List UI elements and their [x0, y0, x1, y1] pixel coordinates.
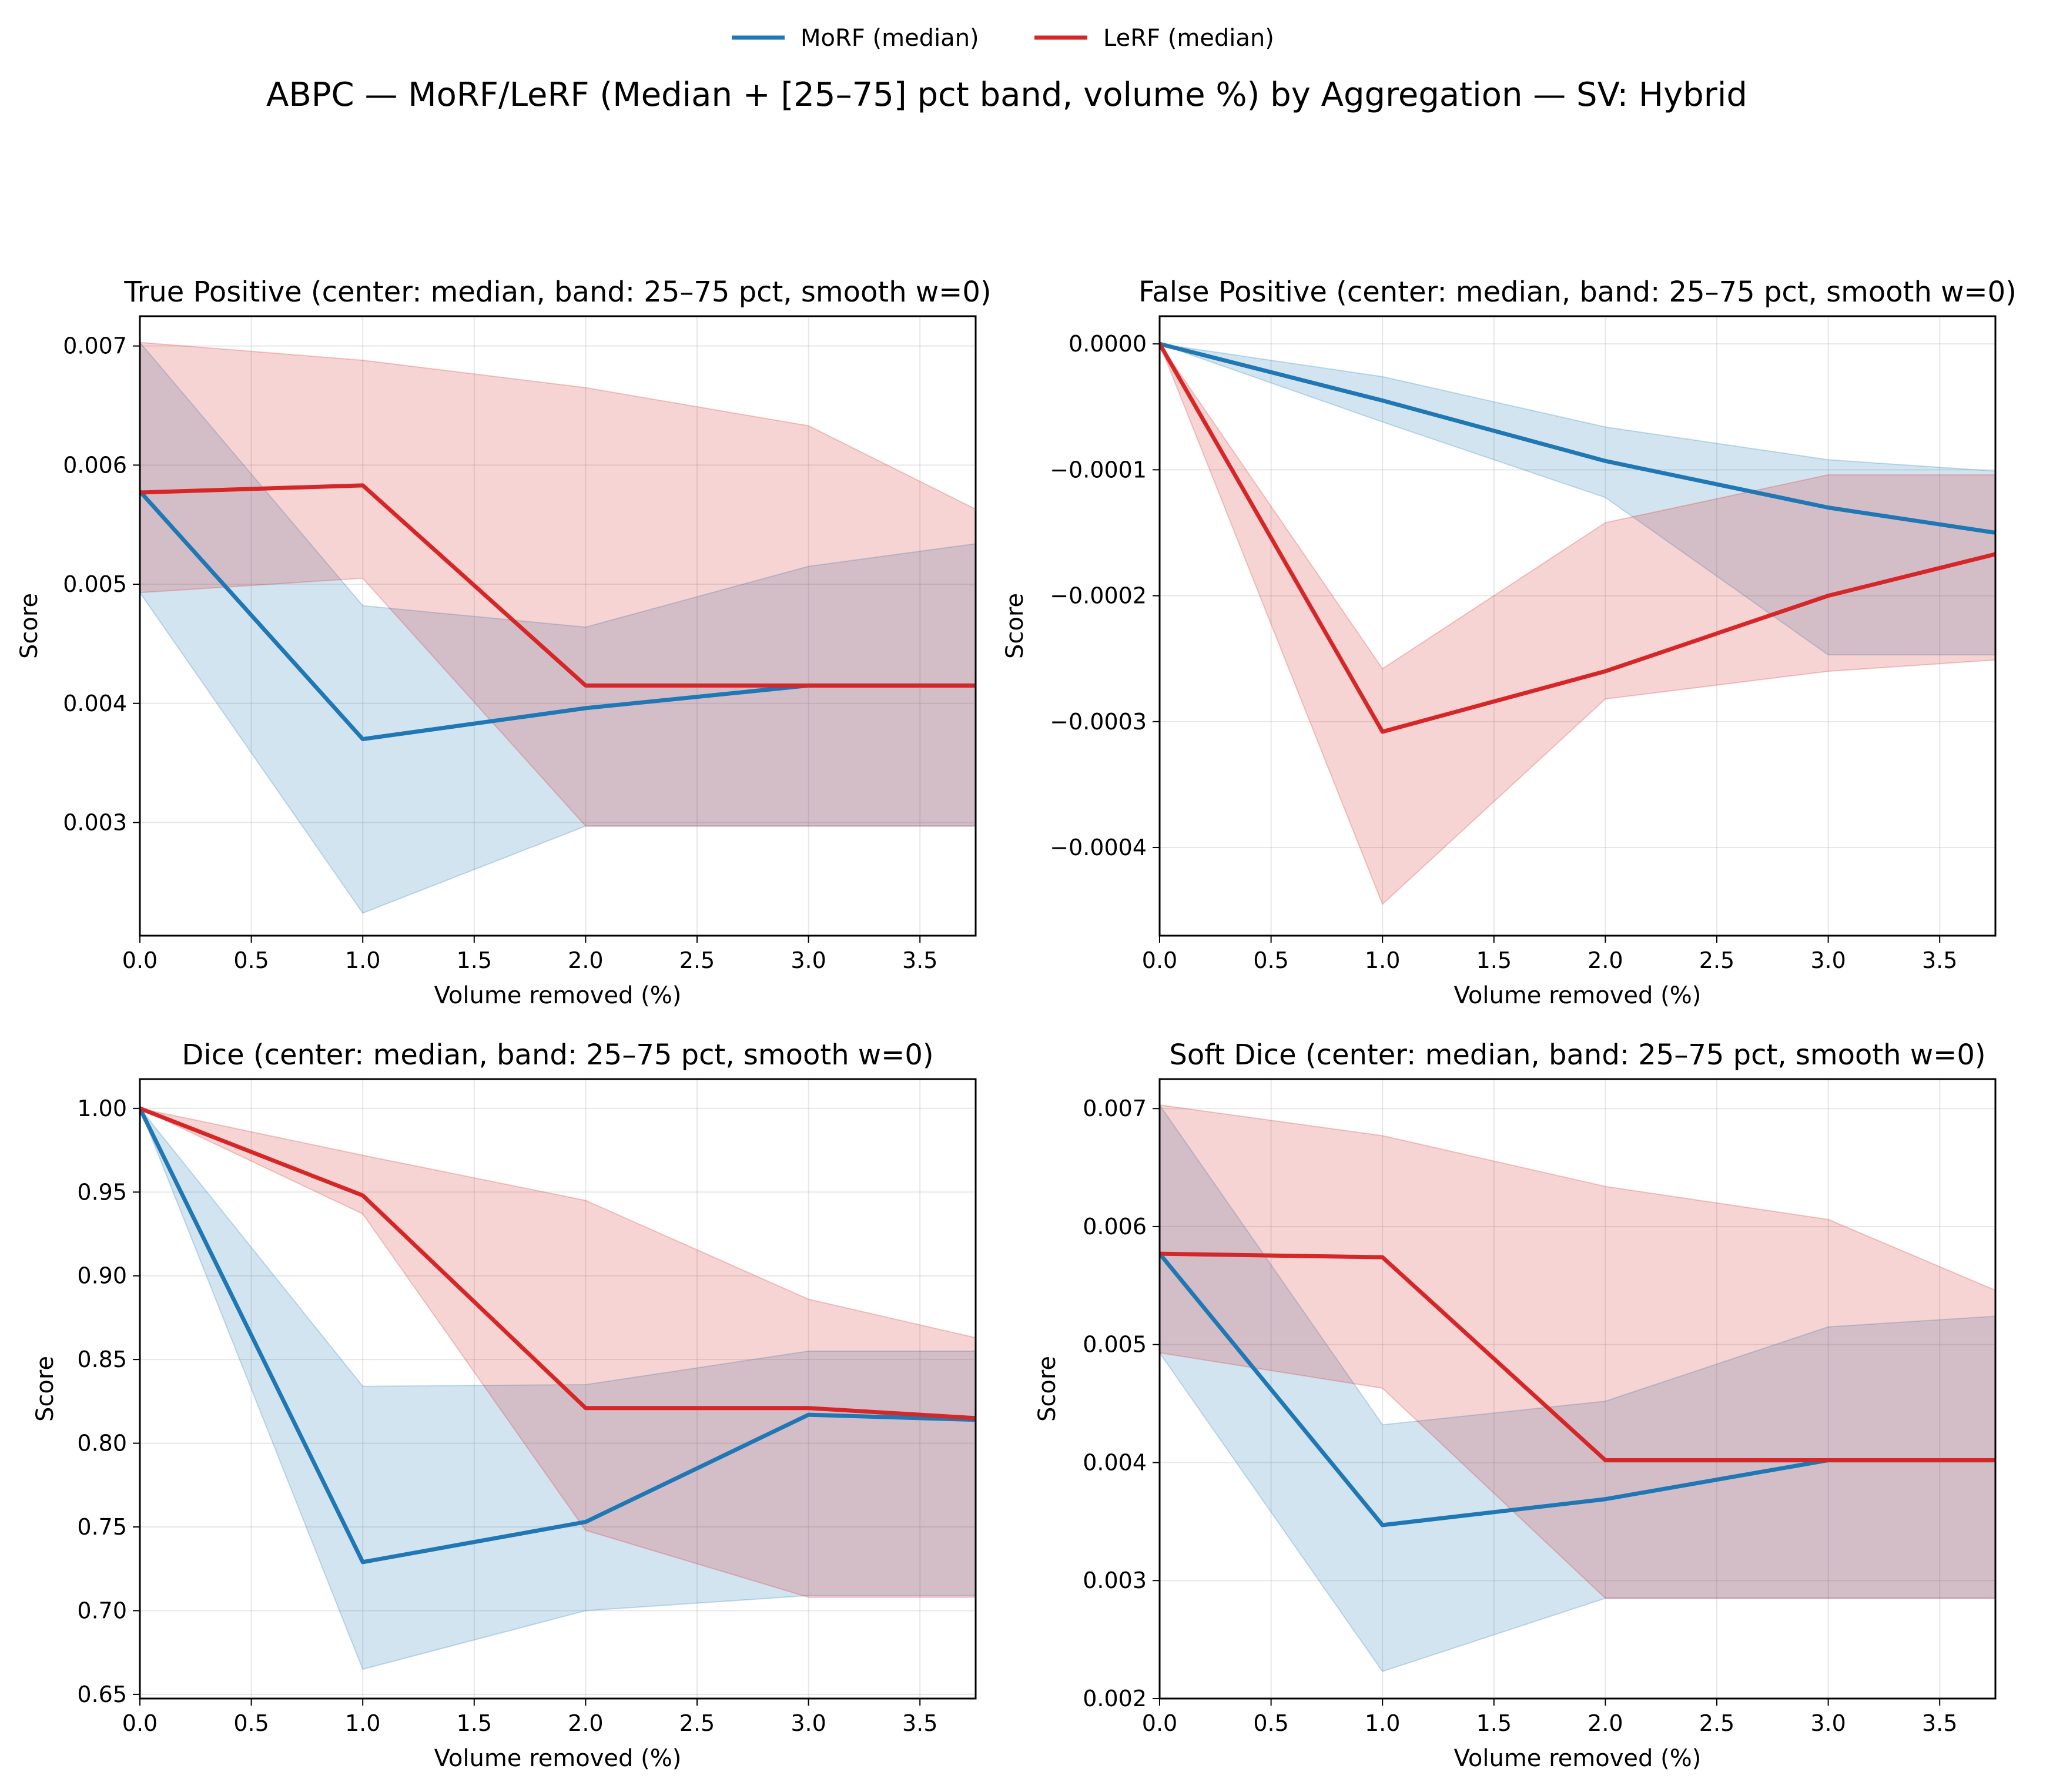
- y-tick-label: −0.0003: [1050, 709, 1147, 735]
- x-tick-label: 2.5: [679, 947, 715, 973]
- morf-median-line: [140, 1107, 976, 1565]
- x-tick-label: 1.5: [1476, 1710, 1512, 1736]
- y-tick-label: 0.90: [77, 1263, 127, 1289]
- lerf-band: [140, 1107, 976, 1598]
- y-tick-label: 0.005: [1083, 1332, 1147, 1358]
- y-axis-label: Score: [1002, 593, 1029, 659]
- x-tick-label: 3.5: [902, 947, 937, 973]
- y-tick-label: 1.00: [77, 1096, 127, 1121]
- x-tick-label: 0.5: [1253, 947, 1288, 973]
- y-tick-label: 0.70: [77, 1597, 127, 1623]
- morf-band: [1160, 343, 1995, 656]
- legend: MoRF (median) LeRF (median): [732, 25, 1274, 52]
- panel-1: 0.0 0.5 1.0 1.5 2.0 2.5 3.0 3.5 0.003 0.004 0.005 0…: [16, 276, 992, 1009]
- y-tick-label: 0.75: [77, 1514, 127, 1540]
- x-tick-label: 0.0: [1142, 1710, 1177, 1736]
- x-tick-label: 1.0: [1365, 1710, 1400, 1736]
- figure-title: ABPC — MoRF/LeRF (Median + [25–75] pct b…: [266, 76, 1747, 114]
- y-axis-label: Score: [16, 593, 43, 659]
- panel-4: 0.0 0.5 1.0 1.5 2.0 2.5 3.0 3.5 0.002 0.003 0.004 0…: [1034, 1039, 1997, 1772]
- y-axis-label: Score: [32, 1356, 59, 1422]
- lerf-median-line: [1160, 1251, 1995, 1462]
- x-tick-label: 0.5: [233, 1710, 269, 1736]
- plot-area: [1160, 1104, 1995, 1673]
- y-tick-label: 0.85: [77, 1346, 127, 1372]
- y-tick-label: 0.007: [63, 333, 127, 359]
- x-tick-label: 2.0: [568, 1710, 603, 1736]
- y-tick-label: −0.0002: [1050, 583, 1147, 609]
- x-tick-label: 2.5: [679, 1710, 715, 1736]
- y-tick-label: −0.0001: [1050, 457, 1147, 483]
- x-tick-label: 1.0: [345, 1710, 380, 1736]
- x-axis-label: Volume removed (%): [1454, 982, 1702, 1009]
- y-tick-label: 0.003: [1083, 1567, 1147, 1593]
- x-tick-label: 0.0: [1142, 947, 1177, 973]
- x-tick-label: 3.5: [902, 1710, 937, 1736]
- y-tick-label: 0.006: [1083, 1214, 1147, 1240]
- plot-area: [140, 341, 976, 914]
- axes-frame: [139, 315, 977, 937]
- y-tick-label: −0.0004: [1050, 835, 1147, 860]
- x-tick-label: 3.0: [791, 1710, 826, 1736]
- lerf-band: [1160, 1104, 1995, 1599]
- x-tick-label: 2.5: [1699, 1710, 1734, 1736]
- x-tick-label: 1.0: [1365, 947, 1400, 973]
- x-tick-label: 3.0: [1810, 1710, 1846, 1736]
- x-tick-label: 0.0: [122, 1710, 158, 1736]
- lerf-median-line: [140, 1106, 976, 1421]
- y-tick-label: 0.65: [77, 1682, 127, 1707]
- lerf-band: [1160, 343, 1995, 906]
- panel-2: 0.0 0.5 1.0 1.5 2.0 2.5 3.0 3.5 −0.0004 −0.0003 −0…: [1002, 276, 2017, 1009]
- lerf-median-line: [1160, 343, 1995, 734]
- x-tick-label: 3.0: [791, 947, 826, 973]
- x-axis-label: Volume removed (%): [434, 1745, 682, 1772]
- legend-morf-label: MoRF (median): [801, 25, 979, 52]
- y-tick-label: 0.007: [1083, 1096, 1147, 1121]
- panel-title: Soft Dice (center: median, band: 25–75 p…: [1169, 1039, 1985, 1071]
- panel-title: True Positive (center: median, band: 25–…: [123, 276, 991, 309]
- x-tick-label: 3.5: [1922, 947, 1957, 973]
- y-tick-label: 0.005: [63, 571, 127, 597]
- x-tick-label: 1.5: [1476, 947, 1512, 973]
- y-tick-label: 0.004: [63, 691, 127, 716]
- x-tick-label: 0.0: [122, 947, 158, 973]
- y-tick-label: 0.003: [63, 809, 127, 835]
- x-tick-label: 3.0: [1810, 947, 1846, 973]
- morf-band: [1160, 1104, 1995, 1673]
- y-tick-label: 0.95: [77, 1179, 127, 1205]
- x-tick-label: 1.5: [457, 947, 492, 973]
- x-tick-label: 3.5: [1922, 1710, 1957, 1736]
- legend-lerf-label: LeRF (median): [1103, 25, 1274, 52]
- y-tick-label: 0.80: [77, 1431, 127, 1456]
- axes-frame: [139, 1078, 977, 1700]
- y-tick-label: 0.004: [1083, 1449, 1147, 1475]
- x-tick-label: 1.0: [345, 947, 380, 973]
- x-tick-label: 1.5: [457, 1710, 492, 1736]
- y-axis-label: Score: [1034, 1356, 1061, 1422]
- lerf-band: [140, 341, 976, 827]
- y-tick-label: 0.006: [63, 452, 127, 478]
- axes-frame: [1158, 1078, 1997, 1700]
- y-tick-label: 0.0000: [1069, 331, 1147, 357]
- x-tick-label: 2.0: [568, 947, 603, 973]
- panels: 0.0 0.5 1.0 1.5 2.0 2.5 3.0 3.50.0030.0040.0050…: [16, 276, 2017, 1772]
- plot-area: [140, 1106, 976, 1670]
- plot-area: [1160, 341, 1995, 906]
- morf-median-line: [1160, 341, 1995, 535]
- x-tick-label: 2.5: [1699, 947, 1734, 973]
- panel-3: 0.0 0.5 1.0 1.5 2.0 2.5 3.0 3.5 0.65 0.70 0.75 0.80…: [32, 1039, 977, 1772]
- x-axis-label: Volume removed (%): [434, 982, 682, 1009]
- x-tick-label: 0.5: [1253, 1710, 1288, 1736]
- x-tick-label: 2.0: [1588, 1710, 1623, 1736]
- x-tick-label: 0.5: [233, 947, 269, 973]
- x-axis-label: Volume removed (%): [1454, 1745, 1702, 1772]
- morf-band: [140, 1108, 976, 1670]
- y-tick-label: 0.002: [1083, 1686, 1147, 1711]
- x-tick-label: 2.0: [1588, 947, 1623, 973]
- lerf-median-line: [140, 483, 976, 688]
- panel-title: Dice (center: median, band: 25–75 pct, s…: [182, 1039, 933, 1071]
- panel-title: False Positive (center: median, band: 25…: [1138, 276, 2017, 309]
- axes-frame: [1158, 315, 1997, 937]
